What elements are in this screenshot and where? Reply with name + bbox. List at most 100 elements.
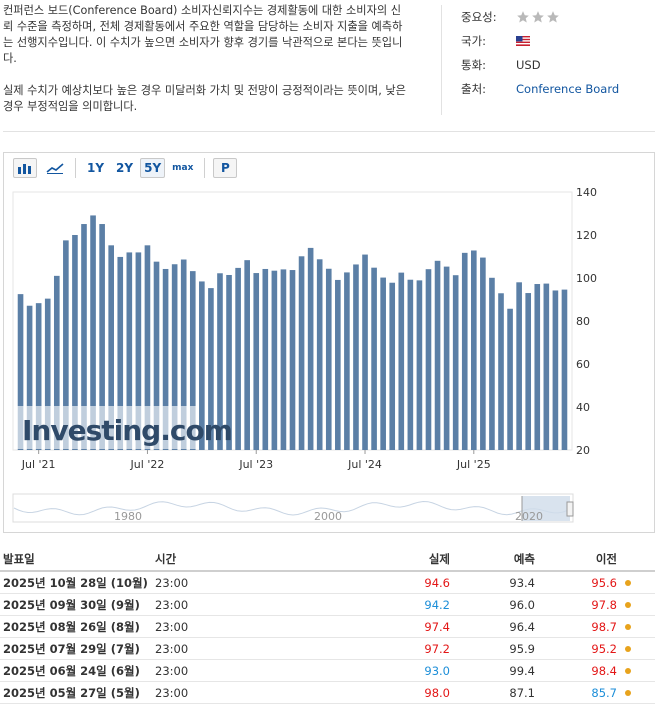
bar: [171, 264, 178, 450]
bar: [135, 252, 142, 450]
bar: [208, 288, 214, 450]
range-max-button[interactable]: max: [172, 163, 194, 173]
bar: [425, 269, 432, 450]
bar: [416, 280, 423, 450]
row-forecast: 87.1: [509, 685, 535, 700]
row-date: 2025년 05월 27일 (5월): [3, 685, 140, 700]
row-time: 23:00: [155, 641, 189, 656]
bar: [316, 259, 323, 450]
bar: [389, 282, 396, 450]
row-actual: 94.2: [424, 597, 450, 612]
row-previous: 98.4: [591, 663, 617, 678]
revision-dot-icon: [617, 667, 639, 674]
bar: [180, 259, 187, 450]
importance-label: 중요성:: [461, 10, 497, 24]
bar: [489, 277, 495, 450]
bar: [344, 272, 350, 450]
bar: [217, 273, 223, 450]
row-actual: 97.4: [424, 619, 450, 634]
navigator-label: 1980: [114, 510, 142, 523]
y-tick-label: 100: [576, 272, 597, 285]
header-time: 시간: [155, 552, 177, 566]
bar: [398, 272, 405, 450]
table-row: 2025년 06월 24일 (6월) 23:00 93.0 99.4 98.4: [0, 660, 655, 682]
row-forecast: 96.4: [509, 619, 535, 634]
star-icon: [532, 11, 544, 23]
revision-dot-icon: [617, 601, 639, 608]
range-1y-button[interactable]: 1Y: [87, 161, 105, 175]
watermark-backdrop: [14, 406, 196, 449]
bar: [534, 284, 541, 450]
bar: [253, 273, 260, 450]
toolbar-divider: [204, 158, 206, 178]
bar: [461, 252, 468, 450]
header-forecast: 예측: [513, 552, 535, 566]
row-date: 2025년 10월 28일 (10월): [3, 575, 148, 590]
country-label: 국가:: [461, 34, 487, 48]
row-date: 2025년 06월 24일 (6월): [3, 663, 140, 678]
navigator-handle-icon: [566, 501, 574, 517]
row-forecast: 99.4: [509, 663, 535, 678]
bar: [271, 270, 278, 450]
bar: [543, 283, 550, 450]
bar: [561, 289, 568, 450]
source-row: 출처: Conference Board: [461, 77, 651, 101]
table-row: 2025년 08월 26일 (8월) 23:00 97.4 96.4 98.7: [0, 616, 655, 638]
p-button[interactable]: P: [213, 158, 238, 178]
table-row: 2025년 07월 29일 (7월) 23:00 97.2 95.9 95.2: [0, 638, 655, 660]
table-row: 2025년 05월 27일 (5월) 23:00 98.0 87.1 85.7: [0, 682, 655, 704]
row-time: 23:00: [155, 575, 189, 590]
bar: [335, 279, 341, 450]
bar: [471, 250, 477, 450]
bar: [117, 256, 124, 450]
bar: [108, 245, 114, 450]
toolbar-divider: [75, 158, 76, 178]
x-tick-label: Jul '24: [347, 458, 382, 471]
history-table: 발표일 시간 실제 예측 이전 2025년 10월 28일 (10월) 23:00…: [0, 548, 655, 704]
bar: [298, 256, 305, 450]
navigator: [12, 493, 574, 523]
bar: [226, 274, 232, 450]
bar: [498, 293, 504, 450]
bar: [434, 260, 441, 450]
row-previous: 98.7: [591, 619, 617, 634]
bar: [90, 215, 96, 450]
bar: [26, 305, 33, 450]
star-icon: [517, 11, 529, 23]
bar: [99, 224, 105, 450]
bar-chart: 20 40 60 80 100 120 140 Investing.com Jul '21 Jul…: [12, 186, 597, 523]
row-forecast: 96.0: [509, 597, 535, 612]
bar: [189, 271, 196, 450]
navigator-label: 2020: [515, 510, 543, 523]
currency-value: USD: [516, 58, 541, 72]
bar: [63, 240, 69, 450]
y-tick-label: 140: [576, 186, 597, 199]
bar-chart-icon[interactable]: [13, 158, 37, 178]
row-time: 23:00: [155, 685, 189, 700]
row-previous: 95.6: [591, 575, 617, 590]
star-icon: [547, 11, 559, 23]
indicator-description: 컨퍼런스 보드(Conference Board) 소비자신뢰지수는 경제활동에…: [3, 3, 408, 131]
range-2y-button[interactable]: 2Y: [116, 161, 134, 175]
row-forecast: 93.4: [509, 575, 535, 590]
row-previous: 85.7: [591, 685, 617, 700]
table-header: 발표일 시간 실제 예측 이전: [0, 548, 655, 572]
row-actual: 94.6: [424, 575, 450, 590]
bar: [126, 252, 133, 450]
bar: [362, 254, 368, 450]
navigator-selection: [522, 496, 570, 521]
bar: [199, 281, 205, 450]
bar: [153, 261, 160, 450]
importance-stars: [516, 10, 560, 24]
line-chart-icon[interactable]: [43, 158, 67, 178]
source-link[interactable]: Conference Board: [516, 82, 620, 96]
bar: [289, 270, 296, 450]
header-previous: 이전: [595, 552, 617, 566]
row-forecast: 95.9: [509, 641, 535, 656]
bar: [280, 269, 287, 450]
description-paragraph-2: 실제 수치가 예상치보다 높은 경우 미달러화 가치 및 전망이 긍정적이라는 …: [3, 84, 406, 113]
range-5y-button[interactable]: 5Y: [140, 158, 166, 178]
bar: [480, 257, 486, 450]
country-row: 국가:: [461, 29, 651, 53]
y-tick-label: 40: [576, 401, 590, 414]
